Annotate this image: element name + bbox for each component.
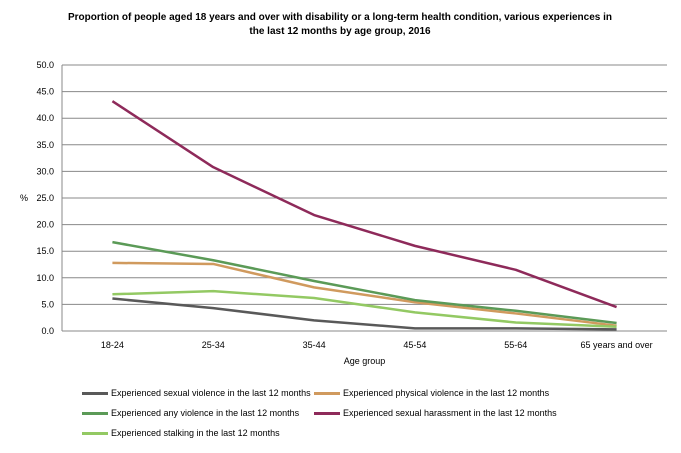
x-axis-label: Age group — [344, 356, 386, 366]
legend-swatch — [314, 391, 340, 395]
series-line — [112, 297, 617, 331]
y-tick-label: 30.0 — [36, 166, 54, 176]
chart-title: Proportion of people aged 18 years and o… — [67, 12, 612, 37]
x-tick-label: 25-34 — [202, 340, 225, 350]
legend-label: Experienced physical violence in the las… — [343, 388, 550, 398]
legend-swatch — [82, 431, 108, 435]
legend-swatch — [314, 411, 340, 415]
legend-item: Experienced sexual violence in the last … — [82, 388, 311, 398]
y-tick-label: 40.0 — [36, 113, 54, 123]
y-axis-label: % — [20, 193, 28, 203]
legend-swatch — [82, 391, 108, 395]
series-line — [111, 100, 618, 309]
legend-swatch — [82, 411, 108, 415]
plot-area: 0.0 5.0 10.0 15.0 20.0 25.0 30.0 35.0 40.0 45.0 50… — [20, 60, 667, 366]
series-line — [112, 289, 617, 328]
legend-item: Experienced any violence in the last 12 … — [82, 408, 299, 418]
x-tick-label: 35-44 — [303, 340, 326, 350]
series-line — [112, 240, 617, 325]
y-tick-label: 25.0 — [36, 193, 54, 203]
y-tick-label: 35.0 — [36, 140, 54, 150]
legend-item: Experienced stalking in the last 12 mont… — [82, 428, 280, 438]
y-tick-label: 5.0 — [41, 299, 54, 309]
legend-label: Experienced any violence in the last 12 … — [111, 408, 300, 418]
legend-label: Experienced sexual violence in the last … — [111, 388, 311, 398]
y-tick-label: 10.0 — [36, 273, 54, 283]
x-tick-label: 65 years and over — [581, 340, 653, 350]
y-tick-label: 0.0 — [41, 326, 54, 336]
legend-item: Experienced physical violence in the las… — [314, 388, 549, 398]
legend-label: Experienced sexual harassment in the las… — [343, 408, 557, 418]
x-tick-label: 55-64 — [504, 340, 527, 350]
legend-label: Experienced stalking in the last 12 mont… — [111, 428, 280, 438]
y-tick-label: 50.0 — [36, 60, 54, 70]
series-line — [112, 261, 617, 327]
y-tick-label: 15.0 — [36, 246, 54, 256]
y-tick-label: 45.0 — [36, 87, 54, 97]
x-tick-label: 18-24 — [101, 340, 124, 350]
legend-item: Experienced sexual harassment in the las… — [314, 408, 557, 418]
y-tick-label: 20.0 — [36, 220, 54, 230]
x-tick-label: 45-54 — [403, 340, 426, 350]
